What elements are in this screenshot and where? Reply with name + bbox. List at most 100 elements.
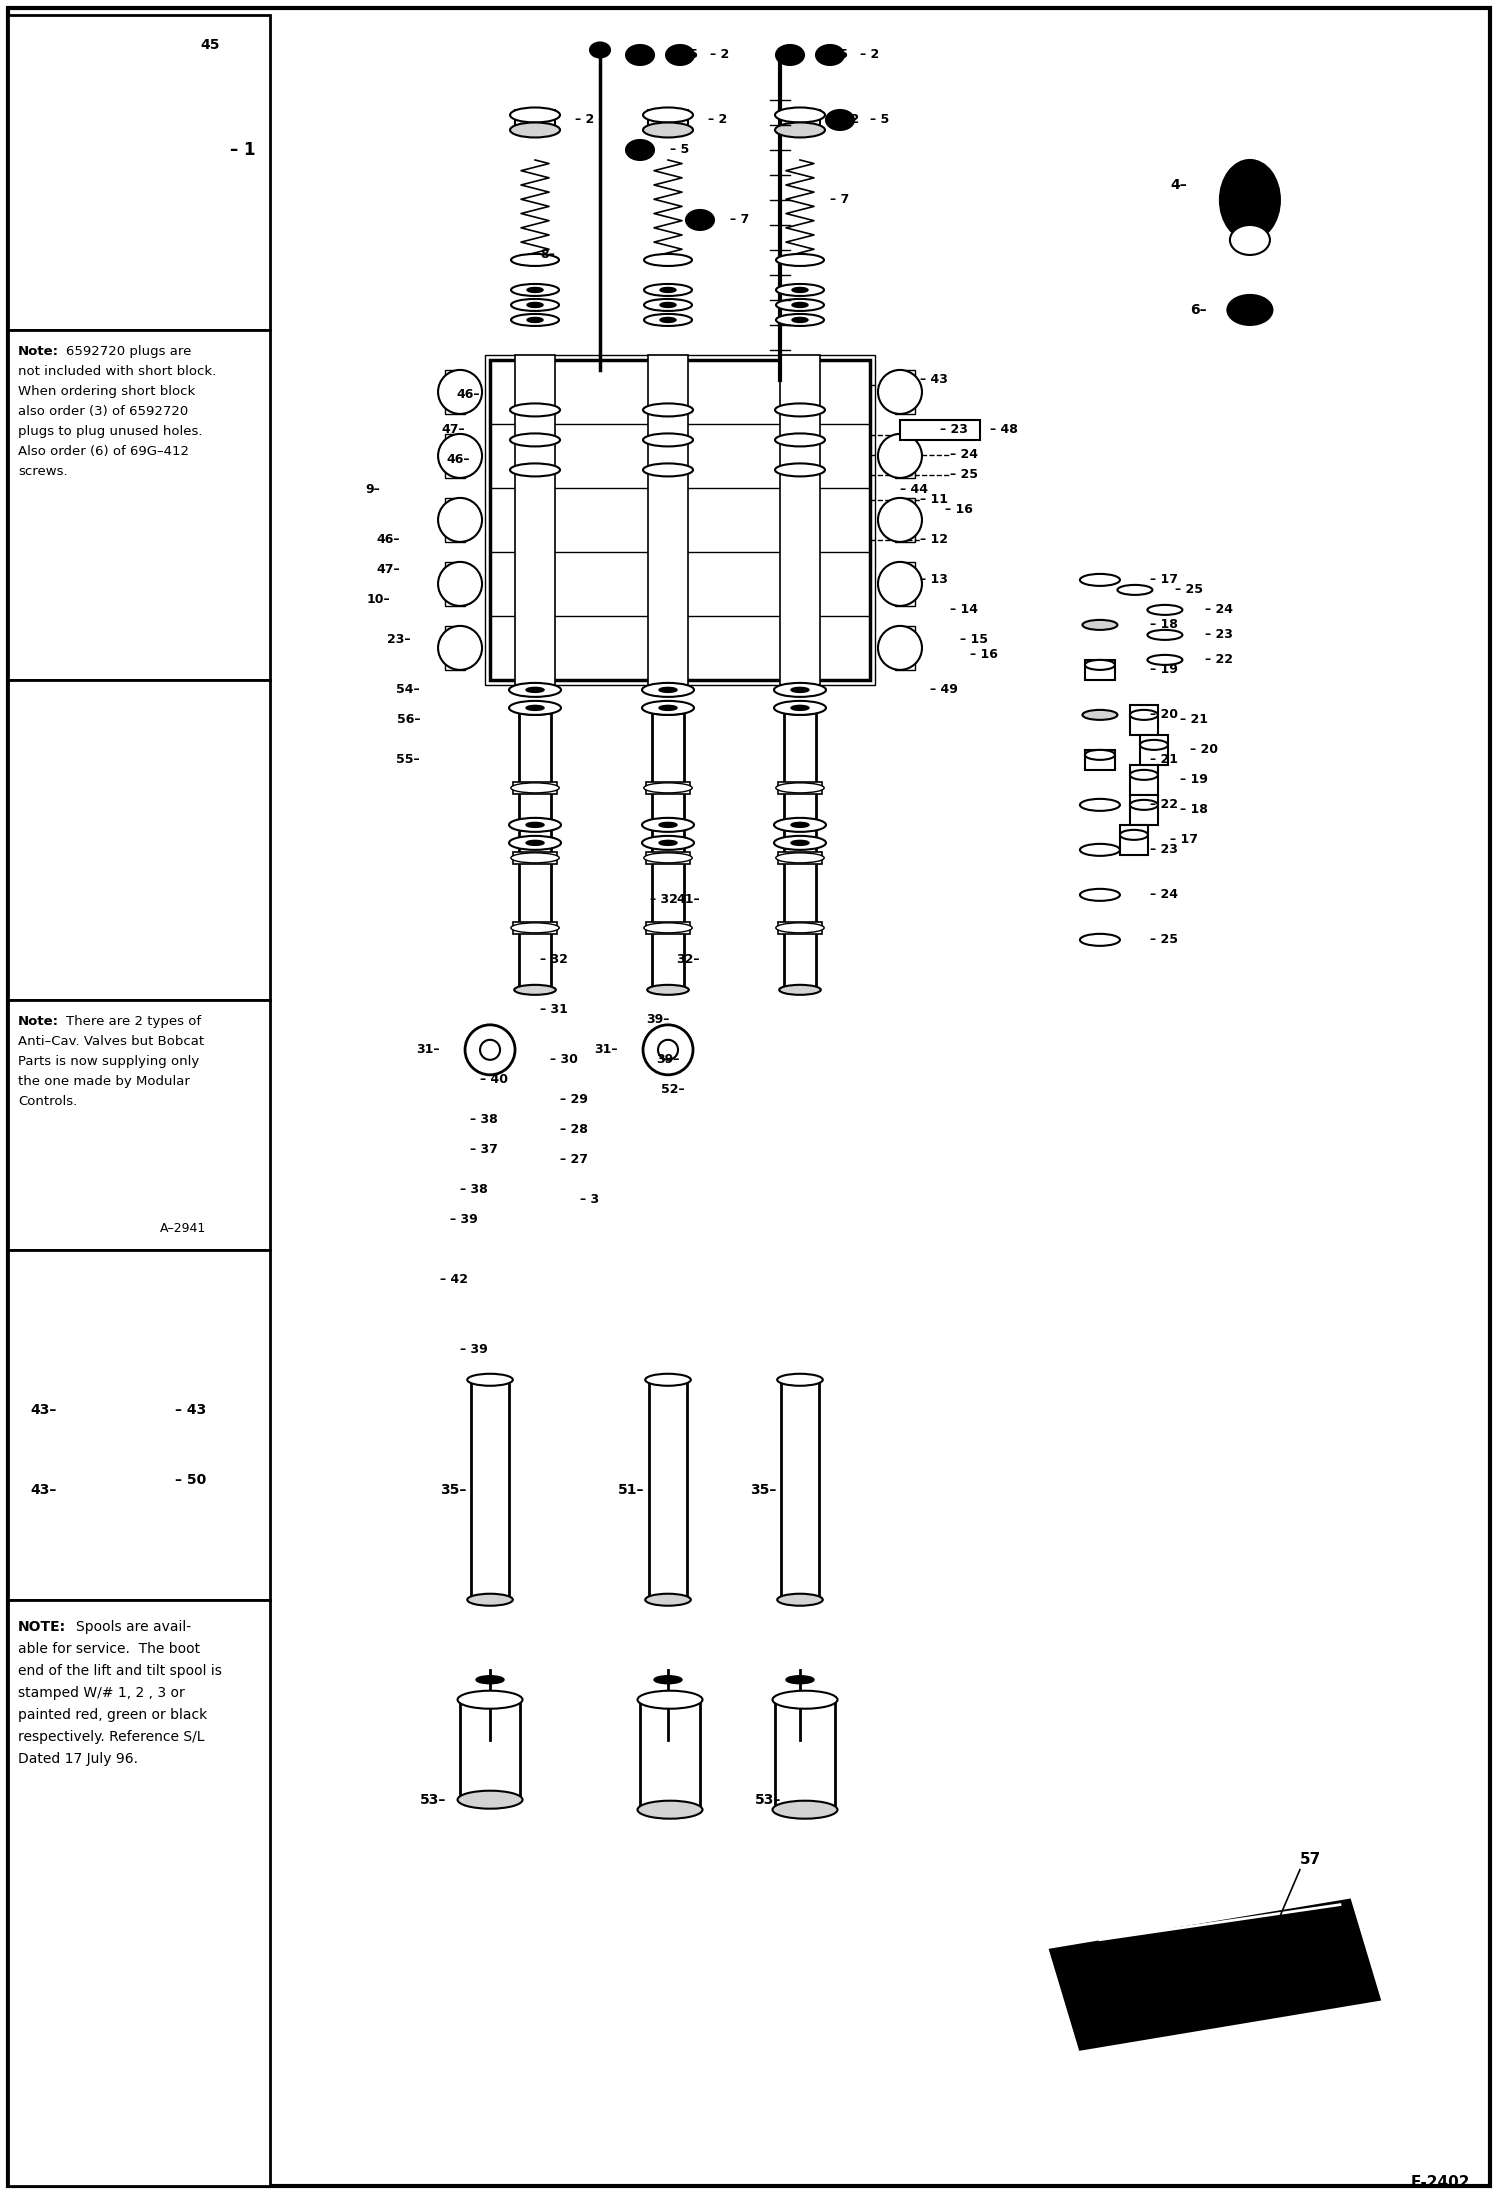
Ellipse shape <box>638 1692 703 1709</box>
Ellipse shape <box>643 463 694 476</box>
Bar <box>445 371 464 415</box>
Ellipse shape <box>509 700 562 715</box>
Text: – 38: – 38 <box>470 1112 497 1126</box>
Circle shape <box>643 1025 694 1075</box>
Ellipse shape <box>791 687 809 693</box>
Circle shape <box>878 562 921 606</box>
Ellipse shape <box>1140 739 1168 750</box>
Text: – 28: – 28 <box>560 1123 587 1136</box>
Circle shape <box>878 371 921 415</box>
Text: – 5: – 5 <box>670 143 689 156</box>
Text: 46–: 46– <box>457 388 479 402</box>
Bar <box>777 781 822 794</box>
Bar <box>1140 735 1168 766</box>
Ellipse shape <box>774 836 825 849</box>
Text: E-2402: E-2402 <box>1411 2174 1470 2190</box>
Ellipse shape <box>791 823 809 827</box>
Ellipse shape <box>514 985 556 994</box>
Circle shape <box>192 195 228 233</box>
Text: 10–: 10– <box>367 592 389 606</box>
Text: – 11: – 11 <box>920 494 948 507</box>
Text: – 24: – 24 <box>950 448 978 461</box>
Text: – 40: – 40 <box>479 1073 508 1086</box>
Text: – 32: – 32 <box>650 893 679 906</box>
Text: 45: 45 <box>201 37 220 53</box>
Text: – 37: – 37 <box>470 1143 497 1156</box>
Bar <box>649 110 688 129</box>
Ellipse shape <box>777 1593 822 1606</box>
Text: – 7: – 7 <box>730 213 749 226</box>
Text: – 23: – 23 <box>939 423 968 437</box>
Text: – 14: – 14 <box>950 603 978 617</box>
Ellipse shape <box>511 298 559 312</box>
Text: – 44: – 44 <box>900 483 927 496</box>
Bar <box>515 355 556 685</box>
Ellipse shape <box>514 704 556 715</box>
Text: There are 2 types of: There are 2 types of <box>66 1016 201 1027</box>
Text: Spools are avail-: Spools are avail- <box>76 1619 192 1635</box>
Text: 23–: 23– <box>386 634 410 647</box>
Ellipse shape <box>786 1676 813 1683</box>
Circle shape <box>160 919 180 939</box>
Circle shape <box>192 121 228 156</box>
Ellipse shape <box>1147 606 1182 614</box>
Ellipse shape <box>1085 660 1115 669</box>
Text: – 22: – 22 <box>1150 799 1177 812</box>
Ellipse shape <box>1147 654 1182 665</box>
Bar <box>894 498 915 542</box>
Ellipse shape <box>643 123 694 138</box>
Ellipse shape <box>825 110 854 129</box>
Text: – 20: – 20 <box>1189 744 1218 757</box>
Text: – 2: – 2 <box>709 114 727 127</box>
Bar <box>1129 704 1158 735</box>
Text: 39–: 39– <box>647 1014 670 1027</box>
Ellipse shape <box>590 42 610 57</box>
Bar <box>445 562 464 606</box>
Ellipse shape <box>661 303 676 307</box>
Ellipse shape <box>779 985 821 994</box>
Ellipse shape <box>643 700 694 715</box>
Ellipse shape <box>1080 799 1121 812</box>
Bar <box>1129 794 1158 825</box>
Bar <box>115 301 165 340</box>
Ellipse shape <box>791 840 809 845</box>
Ellipse shape <box>647 985 689 994</box>
Ellipse shape <box>779 704 821 715</box>
Text: – 23: – 23 <box>1204 627 1233 641</box>
Ellipse shape <box>644 314 692 327</box>
Ellipse shape <box>655 1676 682 1683</box>
Bar <box>7 329 270 680</box>
Bar <box>783 711 816 989</box>
Ellipse shape <box>526 840 544 845</box>
Bar <box>7 1599 270 2185</box>
Text: – 16: – 16 <box>971 649 998 660</box>
Bar <box>649 355 688 685</box>
Text: 35–: 35– <box>750 1483 776 1496</box>
Ellipse shape <box>511 314 559 327</box>
Text: 51–: 51– <box>619 1483 644 1496</box>
Ellipse shape <box>774 123 825 138</box>
Circle shape <box>55 1415 145 1505</box>
Text: – 18: – 18 <box>1180 803 1207 816</box>
Text: screws.: screws. <box>18 465 67 478</box>
Ellipse shape <box>509 108 560 123</box>
Ellipse shape <box>626 46 655 66</box>
Text: – 24: – 24 <box>1204 603 1233 617</box>
Text: – 39: – 39 <box>460 1343 488 1356</box>
Circle shape <box>878 434 921 478</box>
Circle shape <box>160 976 180 996</box>
Ellipse shape <box>774 404 825 417</box>
Bar <box>515 110 556 129</box>
Ellipse shape <box>1080 845 1121 856</box>
Text: – 45: – 45 <box>670 48 698 61</box>
Ellipse shape <box>509 123 560 138</box>
Text: – 48: – 48 <box>990 423 1017 437</box>
Text: NOTE:: NOTE: <box>18 1619 66 1635</box>
Ellipse shape <box>457 1790 523 1808</box>
Circle shape <box>42 891 78 928</box>
Ellipse shape <box>791 706 809 711</box>
Bar <box>470 1380 509 1599</box>
Ellipse shape <box>527 287 544 292</box>
Text: – 12: – 12 <box>920 533 948 546</box>
Text: Controls.: Controls. <box>18 1095 78 1108</box>
